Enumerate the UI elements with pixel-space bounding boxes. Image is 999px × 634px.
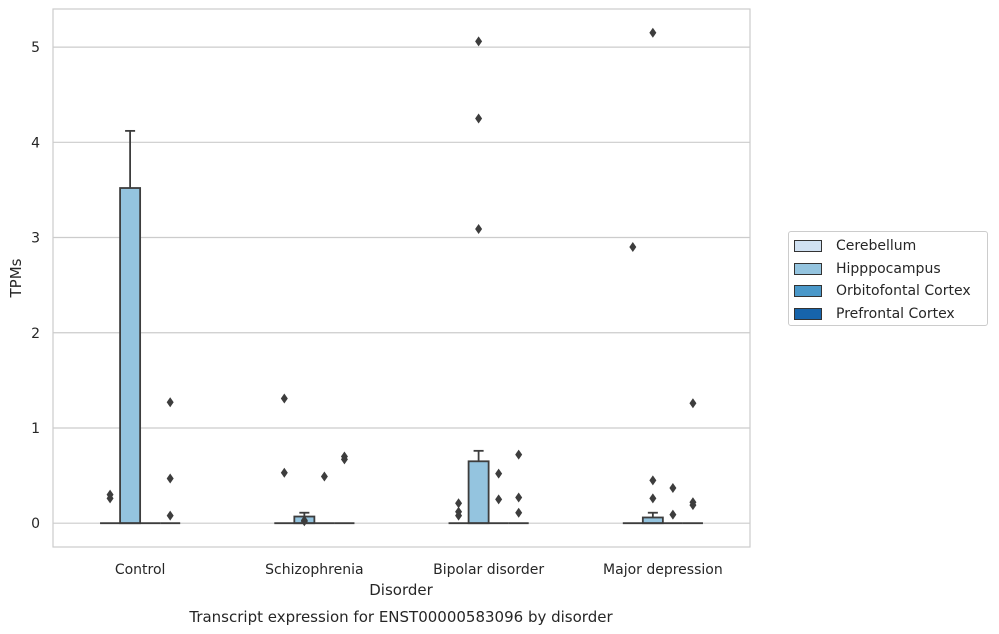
y-tick-label: 3 xyxy=(31,231,40,247)
legend: Cerebellum Hipppocampus Orbitofontal Cor… xyxy=(788,231,988,326)
chart-caption: Transcript expression for ENST0000058309… xyxy=(188,608,613,626)
y-tick-labels: 0 1 2 3 4 5 xyxy=(31,40,40,532)
outlier-point xyxy=(475,223,483,234)
outlier-point xyxy=(689,500,697,511)
outlier-point xyxy=(340,454,348,465)
y-tick-label: 1 xyxy=(31,421,40,437)
legend-swatch xyxy=(794,262,822,275)
y-tick-label: 0 xyxy=(31,516,40,532)
x-tick-label: Bipolar disorder xyxy=(433,562,544,578)
outlier-point xyxy=(669,482,677,493)
outlier-point xyxy=(649,27,657,38)
y-tick-label: 4 xyxy=(31,135,40,151)
x-tick-label: Major depression xyxy=(603,562,723,578)
outlier-point xyxy=(629,242,637,253)
outlier-point xyxy=(300,516,308,527)
x-axis-label: Disorder xyxy=(369,581,433,599)
legend-label: Prefrontal Cortex xyxy=(836,305,955,322)
y-tick-label: 5 xyxy=(31,40,40,56)
outlier-point xyxy=(669,509,677,520)
outlier-point xyxy=(455,510,463,521)
outlier-point xyxy=(515,492,523,503)
legend-item: Orbitofontal Cortex xyxy=(794,280,987,303)
outlier-point xyxy=(689,398,697,409)
outlier-points xyxy=(106,27,697,527)
legend-item: Prefrontal Cortex xyxy=(794,303,987,326)
box xyxy=(119,187,142,525)
y-axis-label: TPMs xyxy=(7,258,25,298)
legend-label: Cerebellum xyxy=(836,238,917,255)
outlier-point xyxy=(475,36,483,47)
box xyxy=(467,460,490,525)
outlier-point xyxy=(166,473,174,484)
y-tick-label: 2 xyxy=(31,326,40,342)
outlier-point xyxy=(320,471,328,482)
x-tick-label: Schizophrenia xyxy=(265,562,363,578)
legend-swatch xyxy=(794,240,822,253)
legend-item: Cerebellum xyxy=(794,235,987,258)
outlier-point xyxy=(280,393,288,404)
outlier-point xyxy=(280,467,288,478)
outlier-point xyxy=(495,494,503,505)
legend-swatch xyxy=(794,285,822,298)
x-tick-label: Control xyxy=(115,562,166,578)
legend-label: Hipppocampus xyxy=(836,260,941,277)
legend-label: Orbitofontal Cortex xyxy=(836,283,971,300)
outlier-point xyxy=(649,475,657,486)
outlier-point xyxy=(455,498,463,509)
legend-item: Hipppocampus xyxy=(794,258,987,281)
x-tick-labels: Control Schizophrenia Bipolar disorder Majo… xyxy=(115,562,723,578)
grid-lines xyxy=(53,46,750,524)
legend-swatch xyxy=(794,307,822,320)
boxes xyxy=(100,129,703,525)
outlier-point xyxy=(515,449,523,460)
outlier-point xyxy=(495,468,503,479)
outlier-point xyxy=(166,397,174,408)
outlier-point xyxy=(106,493,114,504)
outlier-point xyxy=(166,510,174,521)
plot-frame xyxy=(52,8,751,548)
outlier-point xyxy=(515,507,523,518)
outlier-point xyxy=(649,493,657,504)
outlier-point xyxy=(475,113,483,124)
